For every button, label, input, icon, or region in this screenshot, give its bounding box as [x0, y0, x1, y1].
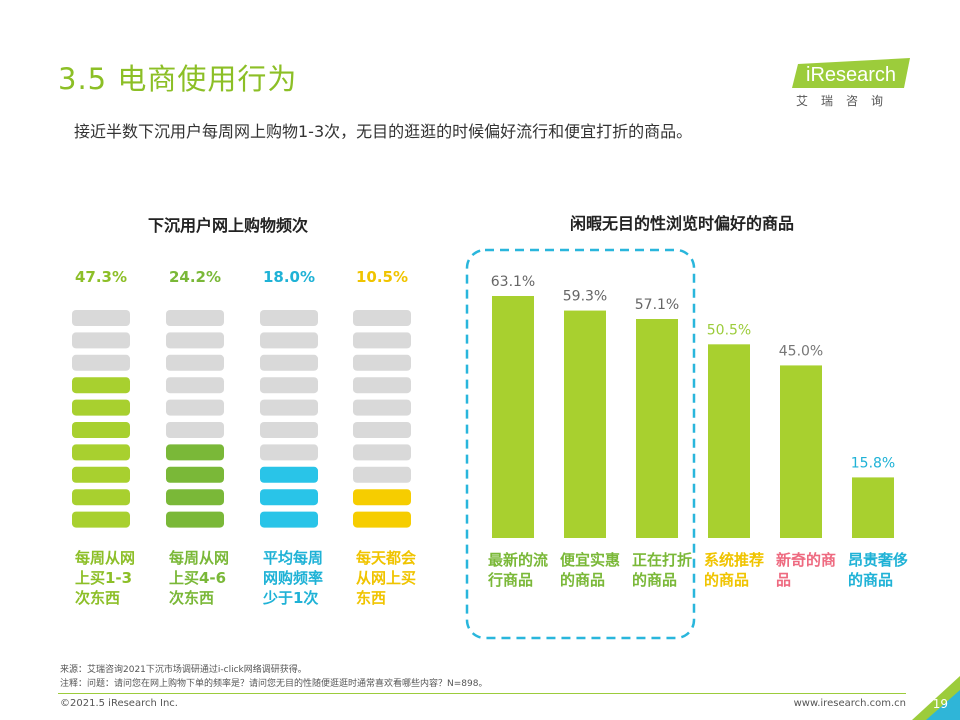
- bar: [780, 365, 822, 538]
- bar-segment-empty: [166, 377, 224, 394]
- category-label: 每周从网上买1-3次东西: [75, 549, 136, 607]
- website-link[interactable]: www.iresearch.com.cn: [793, 698, 906, 709]
- category-label: 昂贵奢侈的商品: [848, 551, 909, 589]
- bar-segment-filled: [72, 377, 130, 394]
- corner-decoration-icon: [912, 676, 960, 720]
- category-label: 每周从网上买4-6次东西: [169, 549, 230, 607]
- bar-value-label: 15.8%: [851, 455, 895, 471]
- bar-segment-empty: [260, 377, 318, 394]
- bar-segment-empty: [260, 310, 318, 326]
- logo-subtitle: 艾瑞咨询: [796, 94, 897, 108]
- left-chart-title: 下沉用户网上购物频次: [148, 216, 309, 235]
- bar-value-label: 18.0%: [263, 268, 315, 286]
- bar-segment-filled: [166, 511, 224, 528]
- page-number: 19: [932, 697, 948, 711]
- bar-segment-filled: [166, 489, 224, 506]
- bar-value-label: 45.0%: [779, 343, 823, 359]
- bar-value-label: 57.1%: [635, 297, 679, 313]
- bar-segment-empty: [166, 354, 224, 371]
- right-chart-title: 闲暇无目的性浏览时偏好的商品: [570, 214, 795, 233]
- bar-segment-empty: [166, 399, 224, 416]
- category-label: 最新的流行商品: [488, 551, 549, 589]
- bar-segment-empty: [166, 310, 224, 326]
- highlight-dashed-frame: [465, 248, 696, 640]
- source-note: 来源：艾瑞咨询2021下沉市场调研通过i-click网络调研获得。: [60, 665, 307, 675]
- bar-segment-empty: [353, 399, 411, 416]
- bar-value-label: 47.3%: [75, 268, 127, 286]
- bar-segment-empty: [353, 444, 411, 461]
- bar-segment-empty: [353, 332, 411, 349]
- category-label: 系统推荐的商品: [704, 551, 765, 589]
- bar: [492, 296, 534, 538]
- bar-segment-empty: [260, 422, 318, 438]
- bar-segment-filled: [72, 466, 130, 483]
- bar-segment-empty: [353, 422, 411, 438]
- footer-divider: [58, 693, 906, 694]
- bar-segment-filled: [353, 489, 411, 506]
- logo-mark-icon: iResearch: [792, 58, 910, 88]
- bar-value-label: 63.1%: [491, 274, 535, 290]
- bar-segment-filled: [353, 511, 411, 528]
- bar-segment-filled: [260, 466, 318, 483]
- copyright: ©2021.5 iResearch Inc.: [60, 698, 178, 709]
- bar-segment-empty: [353, 377, 411, 394]
- bar: [636, 319, 678, 538]
- bar-segment-empty: [260, 444, 318, 461]
- bar-value-label: 59.3%: [563, 289, 607, 305]
- bar-segment-filled: [166, 466, 224, 483]
- bar-segment-empty: [353, 354, 411, 371]
- logo-text: iResearch: [806, 64, 896, 86]
- bar-segment-filled: [260, 489, 318, 506]
- bar-segment-filled: [72, 399, 130, 416]
- page-subtitle: 接近半数下沉用户每周网上购物1-3次，无目的逛逛的时候偏好流行和便宜打折的商品。: [74, 122, 693, 141]
- bar-segment-empty: [72, 310, 130, 326]
- bar-segment-empty: [260, 332, 318, 349]
- bar-value-label: 24.2%: [169, 268, 221, 286]
- bar-segment-empty: [72, 354, 130, 371]
- category-label: 新奇的商品: [776, 551, 837, 589]
- bar-segment-empty: [72, 332, 130, 349]
- page-title: 3.5 电商使用行为: [58, 62, 298, 96]
- bar-segment-empty: [166, 422, 224, 438]
- bar-segment-filled: [72, 444, 130, 461]
- iresearch-logo: iResearch 艾瑞咨询: [792, 58, 914, 110]
- category-label: 每天都会从网上买东西: [356, 549, 417, 607]
- category-label: 平均每周网购频率少于1次: [263, 549, 324, 607]
- bar: [852, 477, 894, 538]
- bar-segment-empty: [260, 399, 318, 416]
- category-label: 便宜实惠的商品: [560, 551, 621, 589]
- bar: [564, 310, 606, 538]
- question-note: 注释：问题：请问您在网上购物下单的频率是？请问您无目的性随便逛逛时通常喜欢看哪些…: [60, 679, 488, 689]
- bar-segment-filled: [260, 511, 318, 528]
- bar-segment-empty: [353, 310, 411, 326]
- bar-segment-empty: [166, 332, 224, 349]
- bar-segment-filled: [72, 511, 130, 528]
- bar-value-label: 50.5%: [707, 322, 751, 338]
- bar-segment-empty: [353, 466, 411, 483]
- bar-segment-filled: [72, 489, 130, 506]
- bar-segment-filled: [166, 444, 224, 461]
- bar-segment-filled: [72, 422, 130, 438]
- category-label: 正在打折的商品: [632, 551, 693, 589]
- bar-value-label: 10.5%: [356, 268, 408, 286]
- bar-segment-empty: [260, 354, 318, 371]
- bar: [708, 344, 750, 538]
